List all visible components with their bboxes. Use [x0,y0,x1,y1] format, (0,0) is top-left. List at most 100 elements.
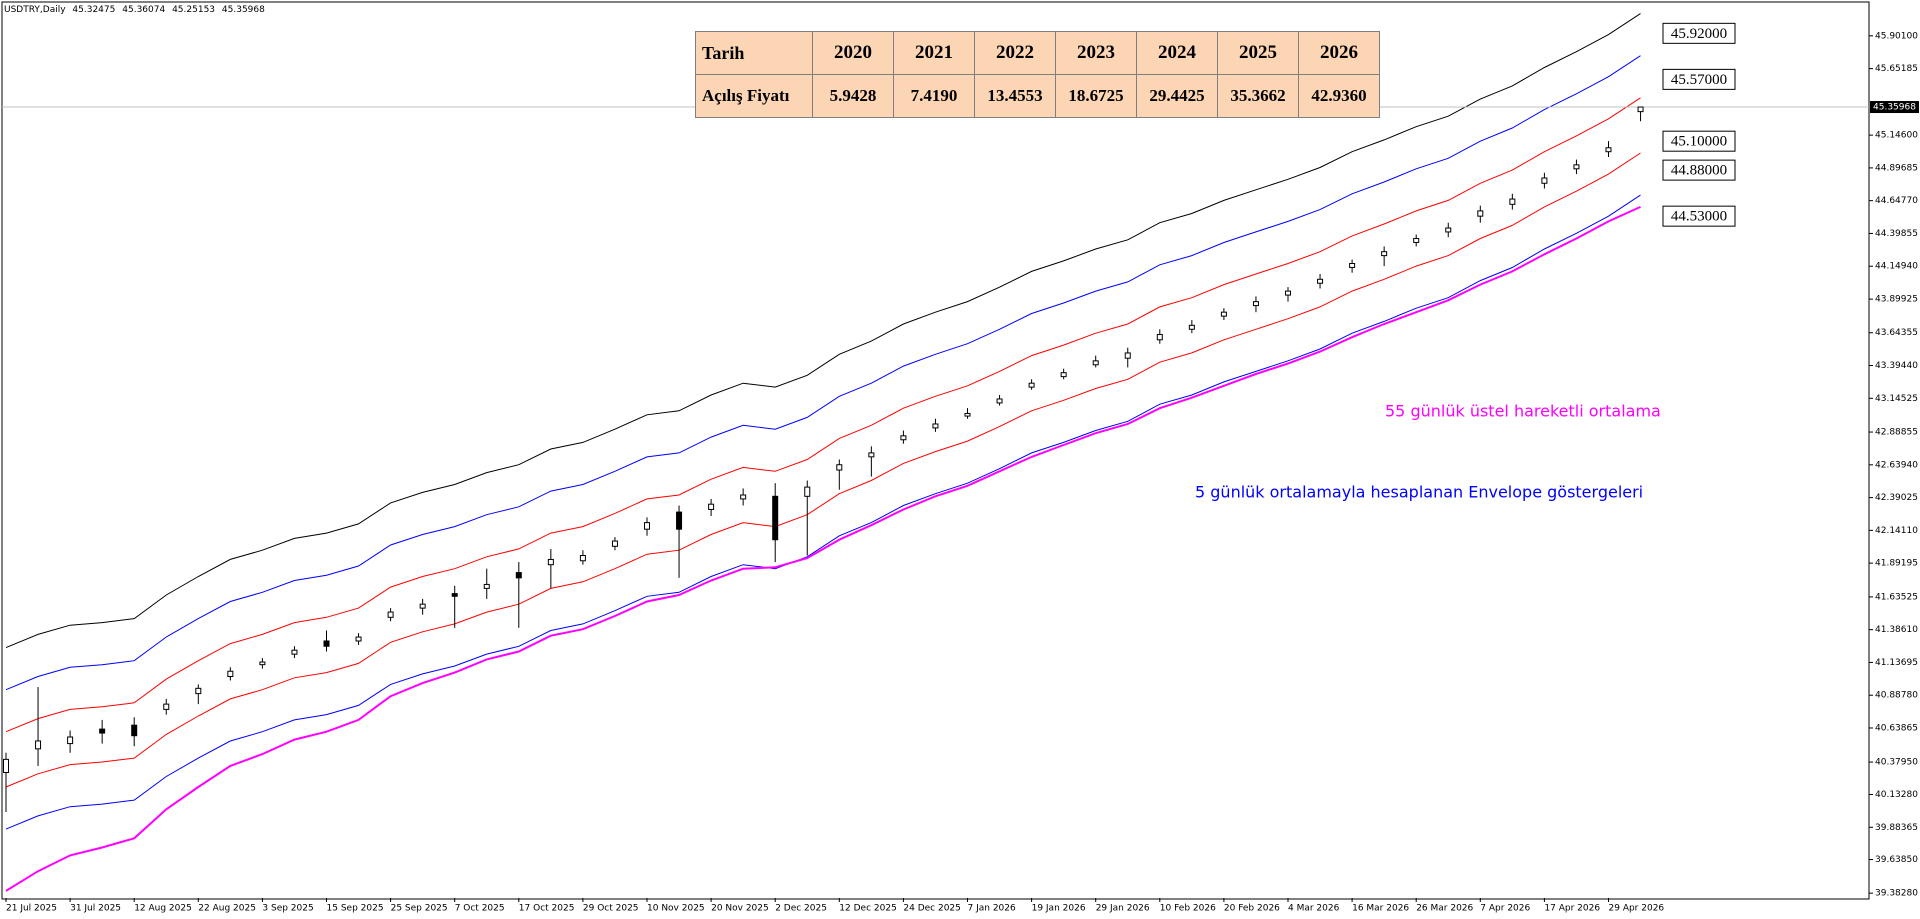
y-tick-label: 41.13695 [1875,658,1918,668]
row-cell: 18.6725 [1055,74,1137,118]
indicator-line [5,97,1641,733]
candle-body [1381,251,1388,257]
y-tick-label: 41.38610 [1875,625,1918,635]
candle-body [868,452,875,458]
candle-body [1220,311,1227,317]
y-tick-label: 44.39855 [1875,229,1918,239]
y-tick-label: 43.14525 [1875,394,1918,404]
indicator-line [5,194,1641,830]
candle-body [1509,198,1516,205]
y-tick-label: 39.38280 [1875,889,1918,899]
table-row: Açılış Fiyatı 5.9428 7.4190 13.4553 18.6… [695,74,1380,118]
candle-body [1477,210,1484,217]
x-tick-label: 4 Mar 2026 [1288,904,1340,914]
candle-body [419,603,426,609]
x-tick-label: 20 Nov 2025 [711,904,769,914]
candle-body [515,572,522,579]
annotation: 5 günlük ortalamayla hesaplanan Envelope… [1195,483,1643,502]
header-cell: 2021 [893,31,975,75]
x-tick-label: 21 Jul 2025 [6,904,57,914]
candle-body [1092,360,1099,366]
x-tick-label: 17 Oct 2025 [519,904,575,914]
level-box [1662,159,1736,181]
y-tick-label: 45.65185 [1875,64,1918,74]
x-tick-label: 25 Sep 2025 [391,904,448,914]
candle-body [259,661,266,666]
candle-body [611,540,618,547]
candle-body [676,511,683,530]
indicator-line [5,55,1641,691]
indicator-line [5,13,1641,649]
y-tick-label: 42.63940 [1875,460,1918,470]
y-tick-label: 39.88365 [1875,823,1918,833]
x-tick-label: 2 Dec 2025 [775,904,827,914]
candle-body [964,412,971,417]
candle-body [227,670,234,678]
candle-body [131,724,138,737]
y-tick-label: 40.13280 [1875,790,1918,800]
x-tick-label: 22 Aug 2025 [198,904,256,914]
candle-body [323,640,330,647]
candle-body [772,495,779,541]
level-box [1662,205,1736,227]
candle-body [547,558,554,566]
ohlc-high: 45.36074 [122,5,166,15]
candle-body [67,736,74,745]
candle-body [1317,278,1324,284]
x-tick-label: 10 Nov 2025 [647,904,705,914]
row-cell: 7.4190 [893,74,975,118]
row-cell: 29.4425 [1136,74,1218,118]
candle-body [1349,263,1356,268]
candle-body [708,503,715,510]
x-tick-label: 12 Aug 2025 [134,904,192,914]
header-cell: 2023 [1055,31,1137,75]
y-tick-label: 41.89195 [1875,559,1918,569]
x-tick-label: 12 Dec 2025 [839,904,897,914]
candle-body [291,649,298,655]
row-cell: 5.9428 [812,74,894,118]
ohlc-low: 45.25153 [172,5,216,15]
candle-body [644,522,650,530]
candle-body [387,611,394,618]
candle-body [1413,238,1420,243]
indicator-line [5,152,1641,788]
header-cell: 2020 [812,31,894,75]
candle-body [163,703,170,710]
y-tick-label: 41.63525 [1875,592,1918,602]
y-tick-label: 42.39025 [1875,493,1918,503]
candle-body [1188,324,1195,330]
y-tick-label: 43.89925 [1875,295,1918,305]
candle-body [932,423,939,429]
candle-body [99,728,106,734]
row-cell: Açılış Fiyatı [695,74,813,118]
candle-body [579,554,586,562]
candle-body [195,687,202,695]
candle-body [483,583,490,589]
x-tick-label: 29 Apr 2026 [1609,904,1665,914]
x-tick-label: 31 Jul 2025 [70,904,121,914]
x-tick-label: 7 Oct 2025 [455,904,505,914]
y-tick-label: 42.88855 [1875,428,1918,438]
x-tick-label: 29 Oct 2025 [583,904,639,914]
x-tick-label: 16 Mar 2026 [1352,904,1409,914]
y-tick-label: 44.89685 [1875,163,1918,173]
candle-body [1445,227,1452,233]
candle-body [35,740,42,750]
ohlc-open: 45.32475 [72,5,116,15]
level-label: 45.57000 [1671,72,1727,88]
candle-body [451,593,458,597]
candle-body [1252,301,1259,307]
header-cell: 2024 [1136,31,1218,75]
candle-body [1573,164,1580,170]
candle-body [836,464,843,471]
candle-body [1541,177,1548,184]
ohlc-close: 45.35968 [221,5,265,15]
plot-frame [1,1,1870,900]
y-tick-label: 45.90100 [1875,31,1918,41]
x-tick-label: 3 Sep 2025 [262,904,313,914]
header-cell: 2022 [974,31,1056,75]
candle-body [1060,372,1067,378]
y-tick-label: 40.63865 [1875,723,1918,733]
y-tick-label: 42.14110 [1875,526,1918,536]
x-tick-label: 26 Mar 2026 [1416,904,1473,914]
